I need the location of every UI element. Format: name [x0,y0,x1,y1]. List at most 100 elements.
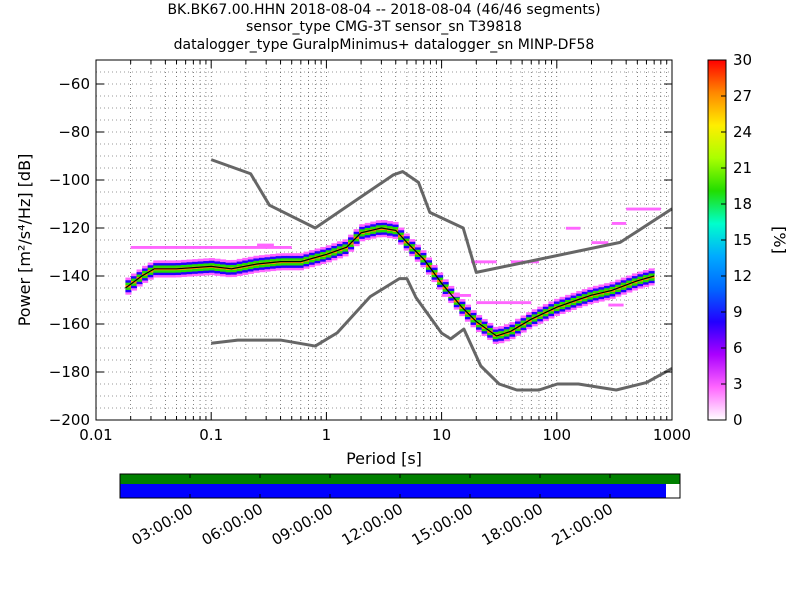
psd-density-bin [153,270,160,273]
colorbar-tick-label: 9 [733,303,743,321]
psd-density-bin [348,249,355,252]
psd-density-bin [375,222,382,226]
psd-density-bin [537,311,544,315]
psd-density-bin [242,260,249,263]
psd-density-bin [258,257,266,261]
psd-density-bin [181,269,188,273]
psd-density-bin [392,224,399,228]
psd-density-bin [515,330,522,334]
psd-density-bin [598,294,605,297]
y-tick-label: −60 [58,75,90,93]
psd-density-bin [526,314,533,318]
psd-density-bin [214,273,221,276]
psd-density-bin [309,252,316,256]
psd-density-bin [197,273,204,276]
psd-density-bin [342,239,349,243]
psd-density-bin [236,263,243,267]
psd-density-bin [437,274,444,278]
psd-density-bin [370,221,377,225]
psd-density-bin [481,321,488,325]
psd-density-bin [314,258,321,261]
psd-density-bin [487,322,494,326]
psd-density-bin [559,299,566,302]
psd-density-bin [208,260,215,264]
psd-density-bin [181,271,188,275]
psd-density-bin [615,279,622,283]
psd-density-bin [264,268,271,272]
psd-density-bin [325,250,332,253]
psd-density-bin [442,288,449,292]
psd-density-bin [631,275,638,279]
colorbar-label: [%] [770,226,789,254]
psd-density-bin [526,312,533,315]
psd-density-bin [537,309,544,312]
psd-density-bin [297,265,305,268]
psd-density-bin [531,318,538,322]
psd-density-bin [414,244,421,248]
psd-density-bin [125,277,132,281]
psd-density-bin [192,268,199,272]
psd-density-bin [364,225,371,228]
psd-density-bin [231,274,238,278]
psd-density-bin [453,297,460,301]
psd-density-bin [409,243,416,247]
psd-density-bin [570,295,577,298]
psd-density-bin [142,275,149,279]
psd-density-bin [270,258,277,262]
timeline-tick-label: 12:00:00 [339,500,406,549]
psd-density-bin [498,338,505,341]
psd-density-bin [604,292,611,296]
psd-density-bin [581,303,588,307]
psd-density-bin [386,235,394,239]
psd-density-bin [498,330,505,334]
psd-density-bin [381,220,388,223]
psd-density-bin [264,264,271,267]
psd-density-bin [320,258,327,262]
psd-density-bin [281,267,288,271]
psd-density-bin [487,325,494,329]
psd-density-bin [331,257,338,261]
psd-density-bin [520,329,527,333]
psd-density-bin [247,256,254,260]
psd-density-bin [648,270,655,274]
psd-density-bin [253,258,260,261]
psd-density-bin [515,328,522,332]
psd-density-bin [258,264,266,268]
psd-density-bin [231,259,238,263]
psd-density-bin [565,299,572,303]
colorbar-tick-label: 18 [733,195,752,213]
colorbar-tick-label: 27 [733,87,752,105]
psd-density-bin [336,250,343,254]
psd-density-bin [325,247,332,251]
psd-density-bin [286,267,293,271]
psd-density-bin [386,221,394,224]
psd-density-bin [175,260,182,263]
psd-density-bin [403,243,410,246]
psd-density-bin [553,310,561,314]
psd-density-bin [553,298,561,302]
psd-density-bin [136,281,143,285]
psd-density-bin [375,234,382,238]
x-tick-label: 1000 [653,426,691,444]
psd-density-bin [553,308,561,312]
psd-density-bin [470,322,477,325]
colorbar-tick-label: 15 [733,231,752,249]
x-tick-label: 100 [542,426,571,444]
psd-density-bin [253,265,260,269]
psd-density-bin [286,255,293,259]
psd-density-bin [643,274,650,278]
psd-density-bin [531,314,538,317]
psd-density-bin [565,294,572,298]
psd-density-bin [192,273,199,277]
psd-density-bin [592,295,599,299]
psd-density-bin [581,291,588,295]
psd-density-bin [570,302,577,306]
psd-density-bin [481,323,488,327]
psd-density-bin [303,254,310,257]
colorbar-tick-label: 24 [733,123,752,141]
psd-density-bin [264,256,271,260]
psd-density-bin [348,244,355,247]
psd-density-bin [409,239,416,242]
psd-density-bin [615,289,622,292]
